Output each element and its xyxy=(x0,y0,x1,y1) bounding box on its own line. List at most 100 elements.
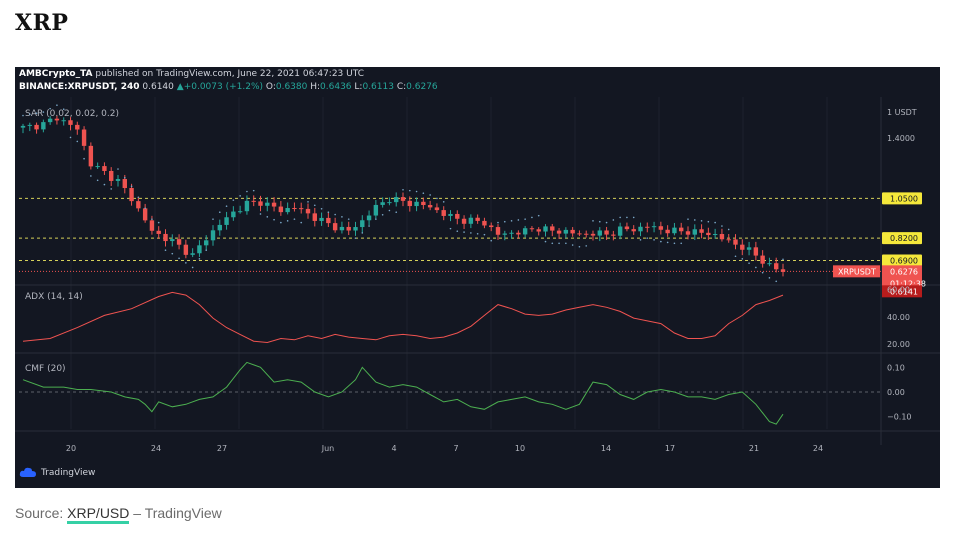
x-tick-label: 24 xyxy=(813,444,823,453)
candle xyxy=(774,257,779,273)
source-link[interactable]: XRP/USD xyxy=(67,505,130,524)
sar-dot xyxy=(42,111,45,113)
candle-body xyxy=(726,239,731,241)
candle-body xyxy=(774,263,779,270)
candle xyxy=(326,212,331,227)
candle-body xyxy=(332,223,338,231)
sar-dot xyxy=(354,237,357,239)
candle xyxy=(685,226,691,240)
last-price: 0.6140 xyxy=(142,82,174,92)
candle-body xyxy=(753,247,759,256)
sar-dot xyxy=(300,221,303,224)
candle-body xyxy=(75,124,80,130)
sar-dot xyxy=(578,245,581,248)
candle-body xyxy=(95,166,100,168)
candle-body xyxy=(624,226,630,230)
sar-dot xyxy=(734,255,737,258)
sar-dot xyxy=(483,233,486,236)
sar-dot xyxy=(151,218,153,220)
level-tag xyxy=(882,192,922,205)
candle xyxy=(170,234,175,247)
candle-body xyxy=(170,239,175,242)
cmf-tick-label: 0.10 xyxy=(887,363,905,372)
candle xyxy=(176,234,182,250)
candle-body xyxy=(183,244,189,255)
sar-dot xyxy=(436,197,438,200)
chart-canvas[interactable]: SAR (0.02, 0.02, 0.2) 1 USDT 1.4000 1.0500 0… xyxy=(15,67,940,488)
candle-body xyxy=(224,217,229,225)
tradingview-logo[interactable]: TradingView xyxy=(19,467,95,478)
candle-body xyxy=(81,129,87,146)
sar-dot xyxy=(761,271,764,274)
sar-dot xyxy=(741,258,744,260)
sar-dot xyxy=(558,242,560,245)
candle xyxy=(61,117,66,126)
candle-body xyxy=(482,220,487,226)
sar-dot xyxy=(225,205,228,207)
candle xyxy=(258,195,263,212)
candle xyxy=(244,195,250,215)
candle xyxy=(319,212,324,226)
sar-dot xyxy=(714,221,716,224)
candle xyxy=(34,122,39,134)
candle-body xyxy=(685,231,691,235)
published-text: published on TradingView.com, June 22, 2… xyxy=(92,69,364,79)
publisher-line: AMBCrypto_TA published on TradingView.co… xyxy=(19,69,364,79)
candle xyxy=(733,234,738,250)
sar-dot xyxy=(96,179,99,182)
candle-body xyxy=(231,211,236,218)
candle xyxy=(529,226,535,232)
candle xyxy=(387,197,392,206)
candle-body xyxy=(536,229,541,232)
candle xyxy=(20,123,26,134)
sar-dot xyxy=(592,220,594,222)
candle-body xyxy=(502,233,507,235)
sar-dot xyxy=(185,262,187,264)
candle xyxy=(692,224,697,241)
candle-body xyxy=(27,124,32,126)
candle-body xyxy=(543,226,548,232)
tradingview-chart[interactable]: AMBCrypto_TA published on TradingView.co… xyxy=(15,67,940,488)
low-value: 0.6113 xyxy=(362,82,394,92)
sar-dot xyxy=(191,266,194,269)
adx-tick-label: 60.00 xyxy=(887,286,910,295)
candle-body xyxy=(34,124,39,130)
candle xyxy=(461,215,467,230)
candle xyxy=(305,203,311,219)
candle xyxy=(719,228,725,242)
sar-dot xyxy=(56,104,58,106)
sar-dot xyxy=(503,220,506,223)
sar-dot xyxy=(232,199,235,201)
sar-dot xyxy=(49,107,51,110)
high-label: H: xyxy=(310,82,321,92)
candle xyxy=(129,183,134,206)
sar-dot xyxy=(700,220,703,222)
sar-dot xyxy=(62,108,65,111)
candle xyxy=(448,210,453,222)
cmf-series-line xyxy=(22,361,784,425)
candle xyxy=(339,221,345,234)
candle-body xyxy=(326,217,331,224)
sar-dot xyxy=(212,218,214,220)
countdown-tag: 01:12:38 xyxy=(890,279,926,288)
currency-label: 1 USDT xyxy=(887,108,917,117)
candle-body xyxy=(258,201,263,206)
candle-body xyxy=(115,179,121,181)
sar-dot xyxy=(517,219,520,221)
candle xyxy=(81,126,87,151)
publisher-name[interactable]: AMBCrypto_TA xyxy=(19,69,93,79)
sar-dot xyxy=(775,280,778,283)
sar-dot xyxy=(768,277,771,279)
candle xyxy=(163,229,168,247)
candle-body xyxy=(163,233,168,242)
sar-dot xyxy=(408,189,411,192)
sar-dot xyxy=(293,218,296,220)
sar-dot xyxy=(429,194,431,196)
candle-body xyxy=(346,226,351,231)
sar-dot xyxy=(341,216,343,218)
source-caption: Source: XRP/USD – TradingView xyxy=(15,505,222,524)
sar-dot xyxy=(646,237,649,239)
sar-dot xyxy=(653,239,655,241)
x-tick-label: 17 xyxy=(665,444,675,453)
candle-body xyxy=(455,213,460,219)
